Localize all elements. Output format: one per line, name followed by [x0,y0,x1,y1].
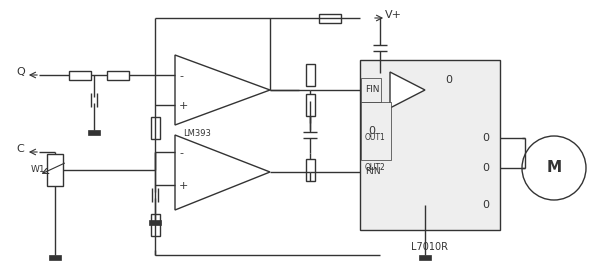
Bar [360,60,500,230]
Bar [151,117,160,139]
Bar [361,78,381,102]
Text: 0: 0 [482,133,489,143]
Text: OUT1: OUT1 [365,133,386,143]
Text: -: - [179,148,183,158]
Bar [69,71,91,80]
Text: -: - [179,71,183,81]
Text: 0: 0 [482,163,489,173]
Text: C: C [16,144,24,154]
Text: Q: Q [16,67,25,77]
Text: 0: 0 [445,75,452,85]
Text: 0: 0 [482,200,489,210]
Text: OUT2: OUT2 [365,163,386,172]
Text: FIN: FIN [365,85,380,95]
Bar [149,220,161,225]
Bar [151,214,160,236]
Polygon shape [175,135,270,210]
Bar [361,102,391,160]
Bar [305,159,314,181]
Text: +: + [179,101,188,111]
Bar [374,73,386,78]
Bar [419,255,431,260]
Text: L7010R: L7010R [412,242,449,252]
Text: +: + [179,181,188,191]
Bar [49,255,61,260]
Text: RIN: RIN [365,167,380,177]
Text: 0: 0 [368,126,375,136]
Text: W1: W1 [31,165,45,174]
Text: V+: V+ [385,10,402,20]
Bar [305,94,314,116]
Bar [107,71,129,80]
Polygon shape [390,72,425,108]
Bar [319,13,341,23]
Circle shape [522,136,586,200]
Bar [305,64,314,86]
Text: LM393: LM393 [183,129,211,138]
Bar [47,154,63,186]
Bar [88,130,100,135]
Text: M: M [547,160,562,175]
Polygon shape [175,55,270,125]
